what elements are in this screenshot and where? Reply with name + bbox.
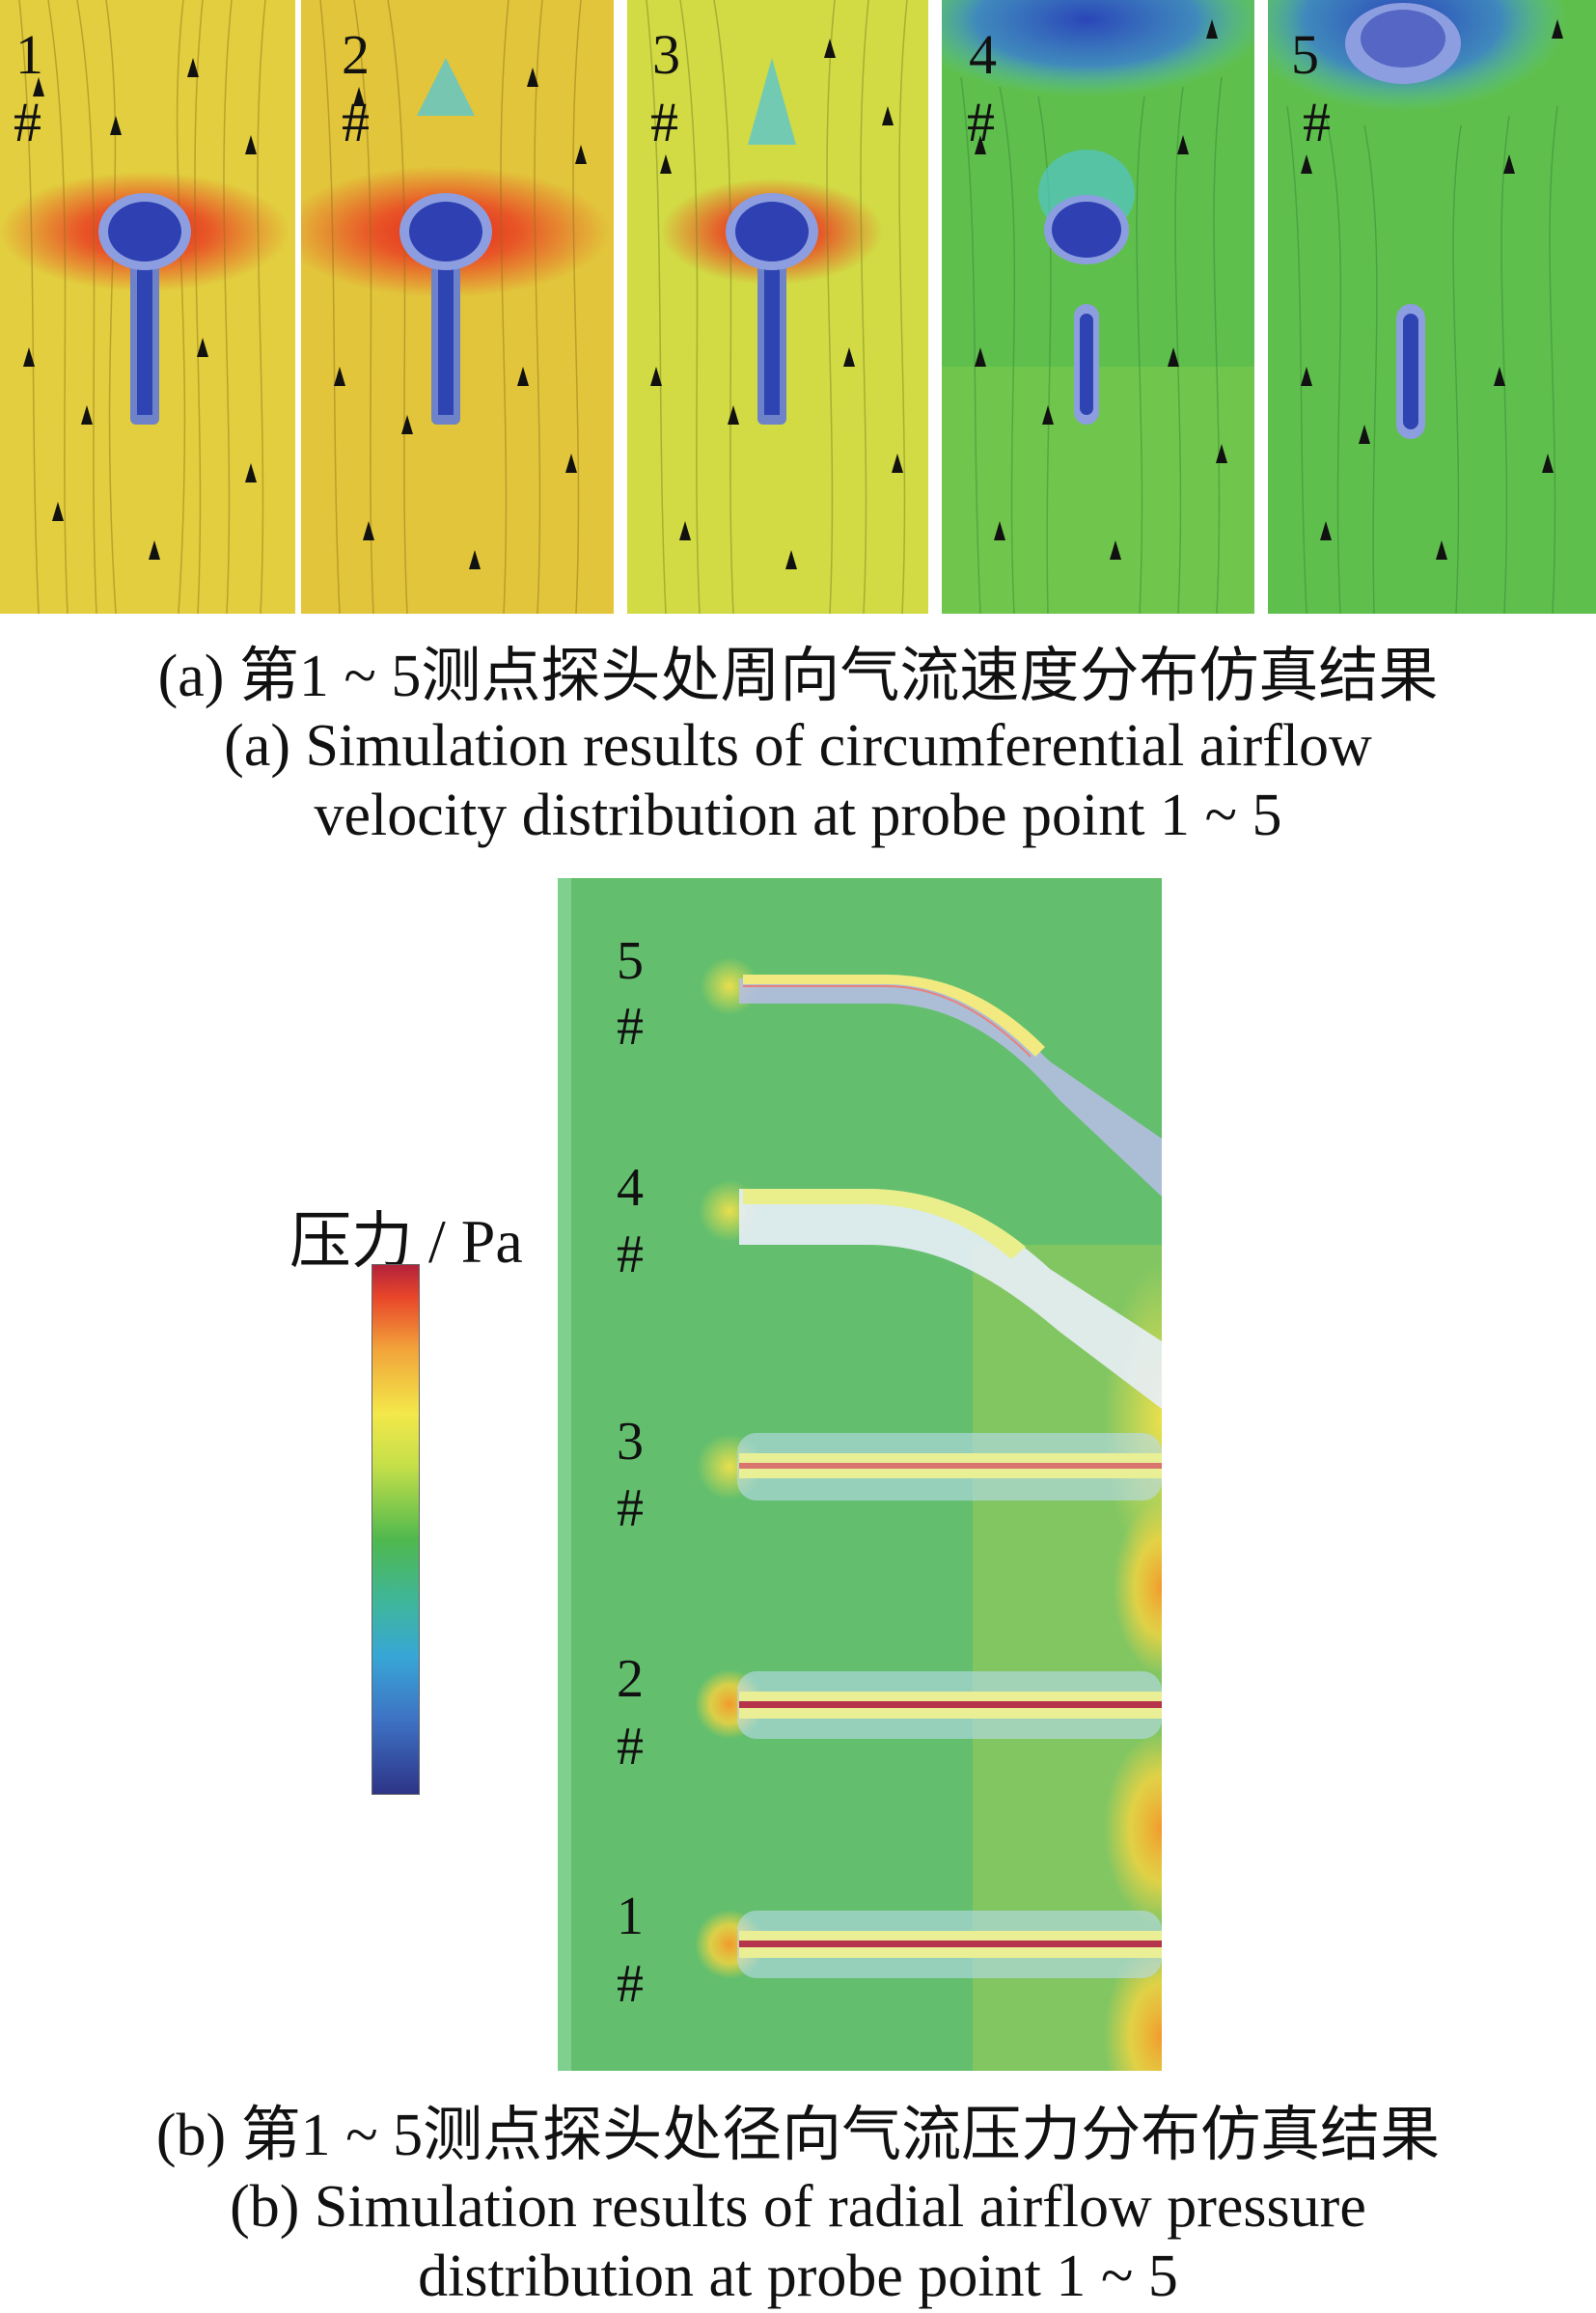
panel-1-hash: # (14, 91, 41, 153)
panel-5-number: 5 (1291, 23, 1319, 86)
panel-5-hash: # (1303, 91, 1331, 153)
velocity-panel-3 (627, 0, 928, 614)
probe-4-hash: # (617, 1225, 644, 1284)
velocity-panel-2 (301, 0, 614, 614)
probe-3-hash: # (617, 1478, 644, 1538)
panel-3-hash: # (650, 91, 678, 153)
probe-2-number: 2 (617, 1649, 644, 1709)
caption-b-english-line2: distribution at probe point 1 ~ 5 (418, 2244, 1178, 2309)
probe-1-hash: # (617, 1954, 644, 2014)
panel-2-number: 2 (342, 23, 370, 86)
panel-4-number: 4 (969, 23, 997, 86)
pressure-colorbar (371, 1264, 420, 1795)
caption-a-english-line2: velocity distribution at probe point 1 ~… (314, 783, 1282, 848)
velocity-panel-4 (942, 0, 1254, 614)
probe-4-number: 4 (617, 1158, 644, 1218)
velocity-panel-5 (1268, 0, 1596, 614)
probe-2-hash: # (617, 1717, 644, 1776)
probe-1-number: 1 (617, 1886, 644, 1946)
velocity-panel-1 (0, 0, 295, 614)
pressure-field (558, 878, 1162, 2071)
panel-4-hash: # (967, 91, 995, 153)
caption-a-chinese: (a) 第1 ~ 5测点探头处周向气流速度分布仿真结果 (157, 644, 1439, 709)
caption-a-english-line1: (a) Simulation results of circumferentia… (224, 713, 1372, 779)
probe-3-number: 3 (617, 1412, 644, 1472)
caption-b-chinese: (b) 第1 ~ 5测点探头处径向气流压力分布仿真结果 (155, 2103, 1441, 2168)
probe-5-number: 5 (617, 931, 644, 991)
caption-b-english-line1: (b) Simulation results of radial airflow… (230, 2174, 1366, 2240)
panel-2-hash: # (342, 91, 370, 153)
panel-1-number: 1 (15, 23, 43, 86)
probe-5-hash: # (617, 997, 644, 1057)
panel-3-number: 3 (652, 23, 680, 86)
